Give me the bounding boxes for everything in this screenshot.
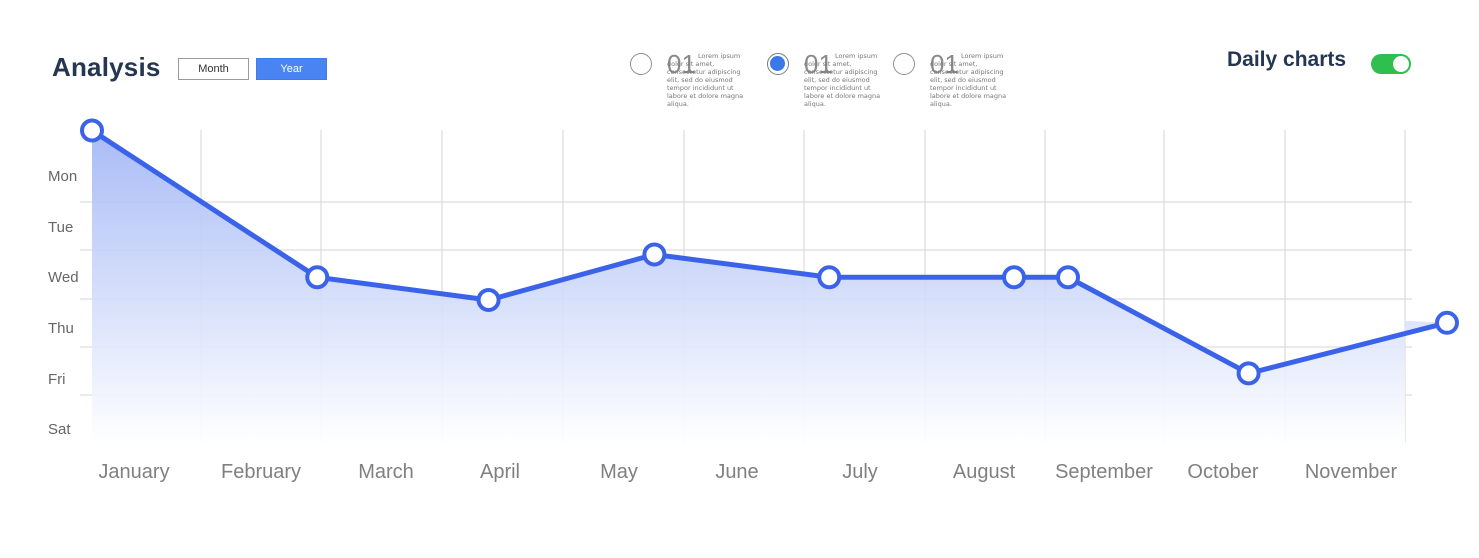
x-tick-label: March (358, 461, 414, 483)
legend-radio-3[interactable] (893, 53, 915, 75)
legend-radio-2[interactable] (767, 53, 789, 75)
legend-radio-1[interactable] (630, 53, 652, 75)
x-tick-label: September (1055, 461, 1153, 483)
x-tick-label: August (953, 461, 1016, 483)
data-point[interactable] (1435, 310, 1459, 335)
x-tick-label: November (1305, 461, 1398, 483)
legend-number-2: 01 (804, 49, 833, 79)
data-point[interactable] (476, 288, 501, 313)
data-point[interactable] (1002, 265, 1026, 290)
daily-charts-toggle[interactable] (1371, 54, 1411, 74)
data-point[interactable] (1056, 265, 1080, 290)
y-tick-label: Sat (48, 421, 71, 438)
page-title: Analysis (52, 52, 161, 82)
data-point[interactable] (1236, 361, 1261, 386)
legend-text-3: Lorem ipsum dolor sit amet, consectetur … (930, 52, 1007, 108)
data-point[interactable] (817, 265, 842, 290)
toggle-knob (1393, 56, 1409, 72)
x-tick-label: June (715, 461, 758, 483)
legend-text-1: Lorem ipsum dolor sit amet, consectetur … (667, 52, 744, 108)
daily-charts-label: Daily charts (1227, 48, 1347, 71)
chart-points (80, 118, 1459, 386)
month-toggle-button[interactable]: Month (178, 58, 249, 80)
legend-number-1: 01 (667, 49, 696, 79)
data-point[interactable] (80, 118, 104, 143)
x-tick-label: January (98, 461, 169, 483)
x-tick-label: May (600, 461, 638, 483)
area-fill (92, 130, 1447, 443)
y-tick-label: Thu (48, 320, 74, 337)
y-axis-ticks: Mon Tue Wed Thu Fri Sat (48, 168, 79, 438)
data-point[interactable] (642, 242, 667, 267)
x-tick-label: February (221, 461, 301, 483)
legend-text-2: Lorem ipsum dolor sit amet, consectetur … (804, 52, 881, 108)
chart-area (92, 130, 1447, 443)
x-tick-label: July (842, 461, 878, 483)
x-tick-label: April (480, 461, 520, 483)
x-axis-ticks: January February March April May June July Augu… (98, 461, 1397, 483)
y-tick-label: Wed (48, 269, 79, 286)
y-tick-label: Fri (48, 371, 66, 388)
data-point[interactable] (305, 265, 330, 290)
legend-number-3: 01 (930, 49, 959, 79)
year-toggle-button[interactable]: Year (256, 58, 327, 80)
y-tick-label: Tue (48, 219, 73, 236)
y-tick-label: Mon (48, 168, 77, 185)
x-tick-label: October (1187, 461, 1258, 483)
